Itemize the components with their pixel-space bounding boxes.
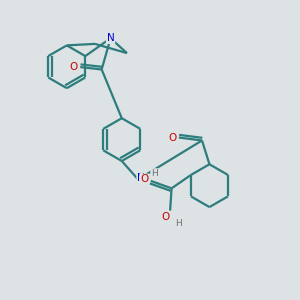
Text: O: O <box>70 62 78 72</box>
Text: O: O <box>168 133 176 142</box>
Text: N: N <box>137 173 145 183</box>
Text: H: H <box>175 219 182 228</box>
Text: N: N <box>107 33 114 43</box>
Text: O: O <box>140 174 148 184</box>
Text: O: O <box>161 212 170 222</box>
Text: H: H <box>151 169 158 178</box>
